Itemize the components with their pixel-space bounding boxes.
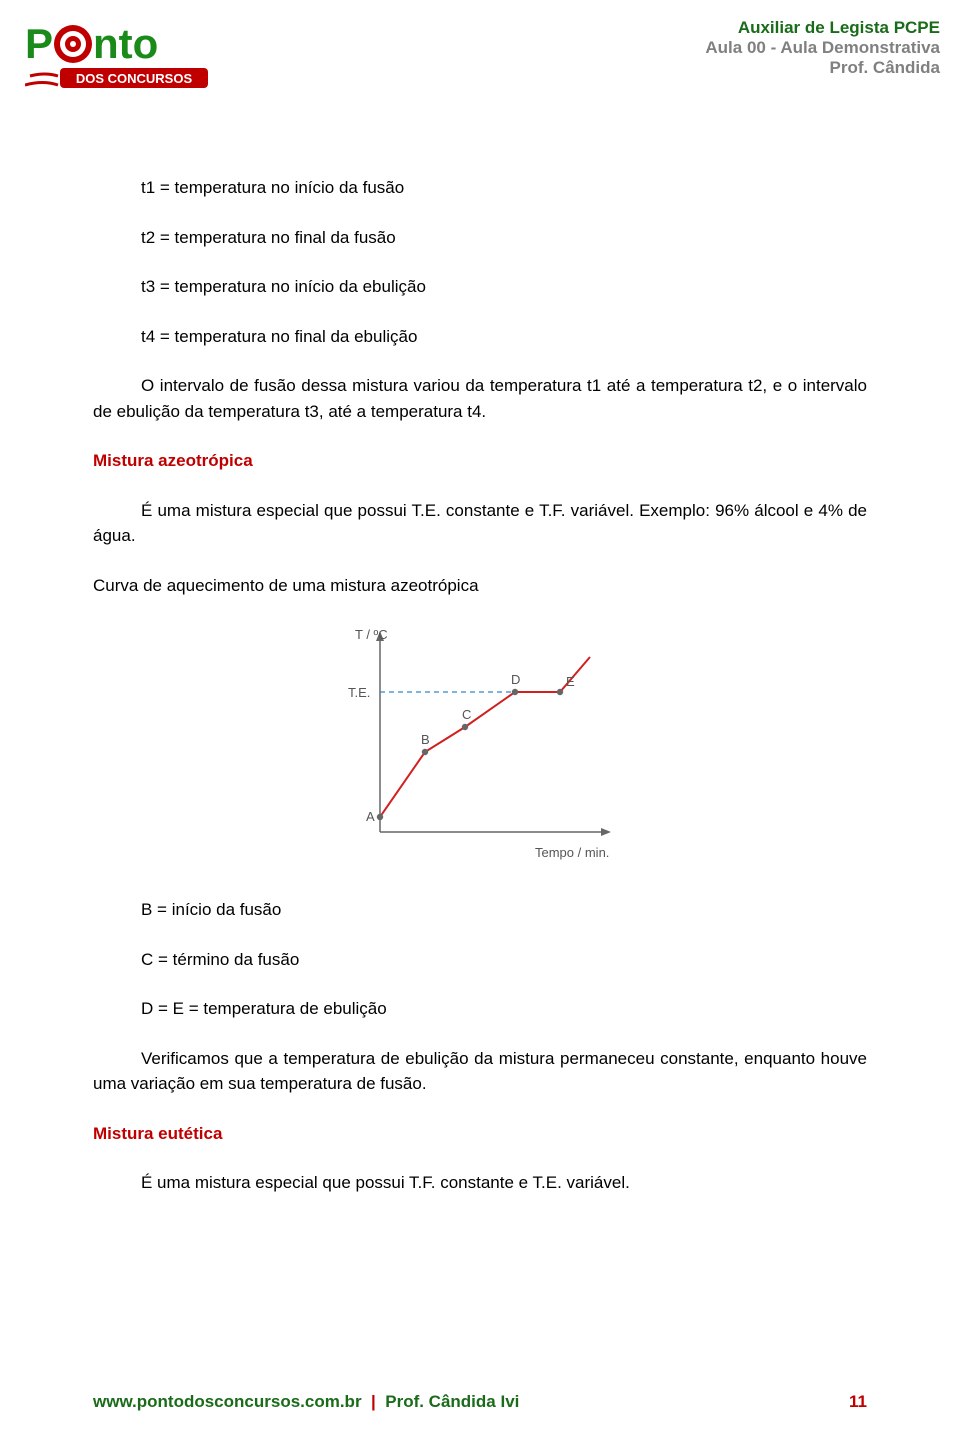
svg-text:T / ºC: T / ºC [355,627,388,642]
def-c: C = término da fusão [93,947,867,973]
def-de: D = E = temperatura de ebulição [93,996,867,1022]
logo-letter-p: P [25,20,53,67]
svg-text:C: C [462,707,471,722]
heating-curve-chart: T / ºC T.E. Tempo / min. A B C D E [335,622,625,867]
paragraph-interval: O intervalo de fusão dessa mistura vario… [93,373,867,424]
paragraph-verificamos: Verificamos que a temperatura de ebuliçã… [93,1046,867,1097]
header-meta: Auxiliar de Legista PCPE Aula 00 - Aula … [705,18,940,118]
chart-container: T / ºC T.E. Tempo / min. A B C D E [93,622,867,867]
page-content: t1 = temperatura no início da fusão t2 =… [93,175,867,1220]
page-footer: www.pontodosconcursos.com.br | Prof. Cân… [93,1392,867,1412]
logo-subtitle: DOS CONCURSOS [76,71,193,86]
def-t3: t3 = temperatura no início da ebulição [93,274,867,300]
footer-left: www.pontodosconcursos.com.br | Prof. Cân… [93,1392,519,1412]
chart-caption: Curva de aquecimento de uma mistura azeo… [93,573,867,599]
svg-text:D: D [511,672,520,687]
footer-url: www.pontodosconcursos.com.br [93,1392,362,1411]
footer-prof: Prof. Cândida Ivi [385,1392,519,1411]
heading-azeotropica: Mistura azeotrópica [93,448,867,474]
def-b: B = início da fusão [93,897,867,923]
paragraph-azeotropica: É uma mistura especial que possui T.E. c… [93,498,867,549]
def-t1: t1 = temperatura no início da fusão [93,175,867,201]
svg-text:E: E [566,674,575,689]
page-header: P nto DOS CONCURSOS Auxiliar de Legista … [0,18,960,118]
heading-eutetica: Mistura eutética [93,1121,867,1147]
lesson-title: Aula 00 - Aula Demonstrativa [705,38,940,58]
logo: P nto DOS CONCURSOS [25,18,215,98]
course-title: Auxiliar de Legista PCPE [705,18,940,38]
logo-letters-nto: nto [93,20,158,67]
page-number: 11 [849,1392,867,1412]
def-t2: t2 = temperatura no final da fusão [93,225,867,251]
def-t4: t4 = temperatura no final da ebulição [93,324,867,350]
svg-text:T.E.: T.E. [348,685,370,700]
svg-text:A: A [366,809,375,824]
paragraph-eutetica: É uma mistura especial que possui T.F. c… [93,1170,867,1196]
professor-name: Prof. Cândida [705,58,940,78]
svg-text:Tempo / min.: Tempo / min. [535,845,609,860]
svg-text:B: B [421,732,430,747]
